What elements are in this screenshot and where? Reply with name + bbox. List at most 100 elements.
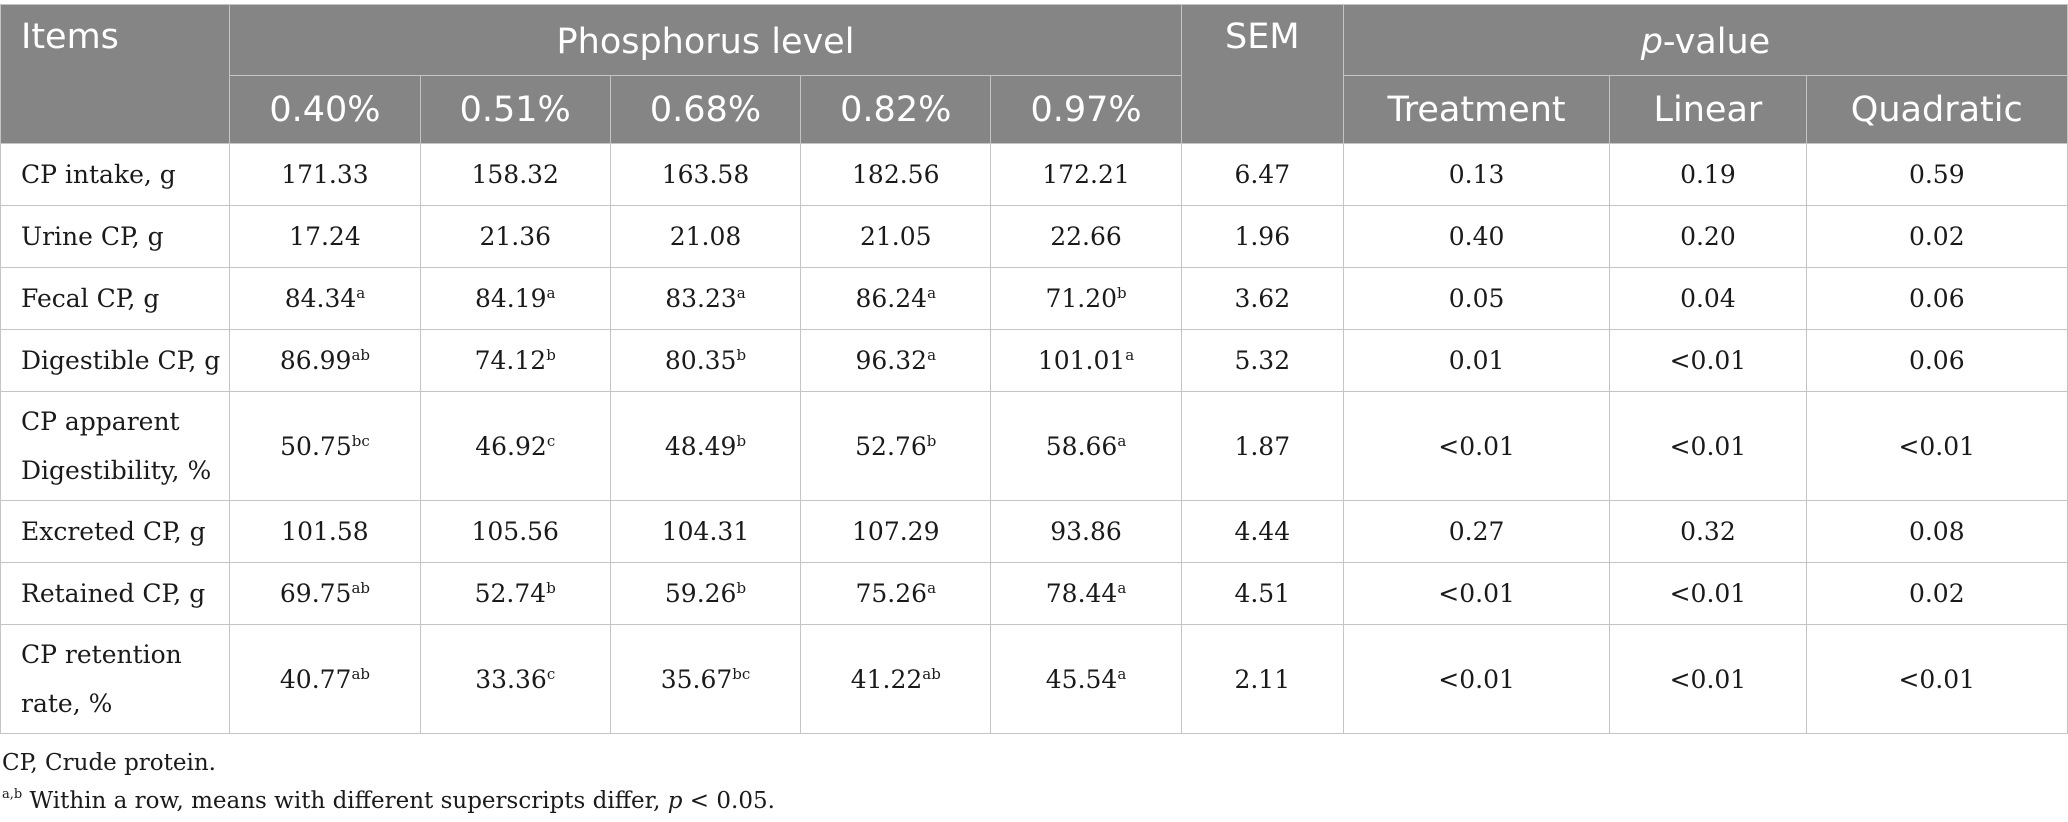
row-label-line: Digestibility, % <box>21 456 212 485</box>
row-label: Digestible CP, g <box>0 329 231 392</box>
significance-superscript: b <box>926 431 937 450</box>
cell-value: 96.32 <box>855 346 928 375</box>
sem-cell: 5.32 <box>1180 329 1344 392</box>
row-label-line: CP retention <box>21 640 182 669</box>
significance-superscript: bc <box>732 664 751 683</box>
cell-value: 171.33 <box>281 160 369 189</box>
level-header: 0.82% <box>800 75 992 144</box>
p-value-cell: <0.01 <box>1805 391 2068 501</box>
p-value-cell: 0.02 <box>1805 562 2068 625</box>
table-row: Excreted CP, g 101.58 105.56 104.31 107.29 93… <box>0 500 2068 563</box>
significance-superscript: ab <box>351 346 371 364</box>
level-value-cell: 33.36c <box>419 624 611 734</box>
p-value-cell: 0.05 <box>1342 267 1611 330</box>
significance-superscript: a <box>927 579 937 597</box>
significance-superscript: b <box>1117 284 1127 302</box>
cell-value: 41.22 <box>850 664 923 694</box>
table-row: Urine CP, g 17.24 21.36 21.08 21.05 22.66 1.96… <box>0 205 2068 268</box>
significance-superscript: a <box>356 284 366 302</box>
cell-value: 105.56 <box>471 517 559 546</box>
significance-superscript: a <box>1117 664 1127 683</box>
cell-value: 33.36 <box>475 664 547 694</box>
level-header: 0.51% <box>419 75 611 144</box>
cell-value: 74.12 <box>474 346 547 375</box>
row-label-line: CP apparent <box>21 407 180 436</box>
row-label: Urine CP, g <box>0 205 231 268</box>
significance-superscript: a <box>1117 431 1127 450</box>
level-value-cell: 171.33 <box>229 143 421 206</box>
level-header: 0.40% <box>229 75 421 144</box>
level-value-cell: 69.75ab <box>229 562 421 625</box>
footnote-abbreviation: CP, Crude protein. <box>2 750 216 776</box>
significance-superscript: ab <box>351 579 371 597</box>
level-value-cell: 104.31 <box>609 500 802 563</box>
cell-value: 22.66 <box>1050 222 1122 251</box>
cell-value: 21.08 <box>669 222 742 251</box>
cell-value: 182.56 <box>852 160 940 189</box>
significance-superscript: c <box>546 431 556 450</box>
cell-value: 101.58 <box>281 517 369 546</box>
significance-superscript: a <box>927 346 937 364</box>
level-value-cell: 58.66a <box>990 391 1182 501</box>
phosphorus-cp-table: Items Phosphorus level SEM p-value 0.40%… <box>0 4 2068 734</box>
treatment-header: Treatment <box>1342 75 1611 144</box>
p-value-cell: 0.40 <box>1342 205 1611 268</box>
row-label: Excreted CP, g <box>0 500 231 563</box>
level-value-cell: 50.75bc <box>229 391 421 501</box>
cell-value: 80.35 <box>664 346 737 375</box>
p-value-cell: 0.19 <box>1609 143 1807 206</box>
cell-value: 86.24 <box>855 284 928 313</box>
cell-value: 104.31 <box>661 517 750 546</box>
significance-superscript: b <box>736 579 747 597</box>
p-value-cell: <0.01 <box>1342 391 1611 501</box>
footnote-p: p <box>667 788 683 814</box>
cell-value: 21.36 <box>479 222 552 251</box>
p-value-cell: <0.01 <box>1609 624 1807 734</box>
level-value-cell: 52.74b <box>419 562 611 625</box>
cell-value: 58.66 <box>1045 431 1118 461</box>
level-value-cell: 52.76b <box>800 391 992 501</box>
significance-superscript: a <box>1125 346 1135 364</box>
significance-superscript: c <box>546 664 556 683</box>
sem-cell: 4.51 <box>1180 562 1344 625</box>
level-value-cell: 35.67bc <box>609 624 802 734</box>
p-value-cell: <0.01 <box>1342 562 1611 625</box>
p-value-cell: 0.08 <box>1805 500 2068 563</box>
table-header: Items Phosphorus level SEM p-value 0.40%… <box>0 4 2068 144</box>
p-value-cell: <0.01 <box>1609 562 1807 625</box>
p-value-cell: 0.06 <box>1805 329 2068 392</box>
linear-header: Linear <box>1609 75 1807 144</box>
significance-superscript: b <box>546 346 556 364</box>
row-label: CP apparent Digestibility, % <box>0 391 231 501</box>
cell-value: 93.86 <box>1050 517 1122 546</box>
level-value-cell: 41.22ab <box>800 624 992 734</box>
level-value-cell: 83.23a <box>609 267 802 330</box>
level-value-cell: 78.44a <box>990 562 1182 625</box>
p-value-italic: p <box>1640 22 1663 62</box>
cell-value: 83.23 <box>665 284 737 313</box>
level-value-cell: 46.92c <box>419 391 611 501</box>
level-value-cell: 74.12b <box>419 329 611 392</box>
p-value-cell: 0.04 <box>1609 267 1807 330</box>
cell-value: 46.92 <box>475 431 547 461</box>
cell-value: 35.67 <box>660 664 733 694</box>
cell-value: 84.34 <box>284 284 357 313</box>
significance-superscript: a <box>736 284 746 302</box>
level-value-cell: 105.56 <box>419 500 611 563</box>
level-value-cell: 45.54a <box>990 624 1182 734</box>
level-value-cell: 86.99ab <box>229 329 421 392</box>
level-value-cell: 48.49b <box>609 391 802 501</box>
level-value-cell: 158.32 <box>419 143 611 206</box>
level-value-cell: 59.26b <box>609 562 802 625</box>
level-value-cell: 172.21 <box>990 143 1182 206</box>
table-row: Fecal CP, g 84.34a 84.19a 83.23a 86.24a 71.20… <box>0 267 2068 330</box>
row-label-line: rate, % <box>21 689 113 718</box>
footnote-tail: < 0.05. <box>682 788 775 814</box>
level-header: 0.68% <box>609 75 802 144</box>
p-value-cell: 0.06 <box>1805 267 2068 330</box>
cell-value: 163.58 <box>661 160 750 189</box>
level-value-cell: 101.01a <box>990 329 1182 392</box>
level-value-cell: 40.77ab <box>229 624 421 734</box>
cell-value: 45.54 <box>1045 664 1118 694</box>
p-value-cell: 0.59 <box>1805 143 2068 206</box>
